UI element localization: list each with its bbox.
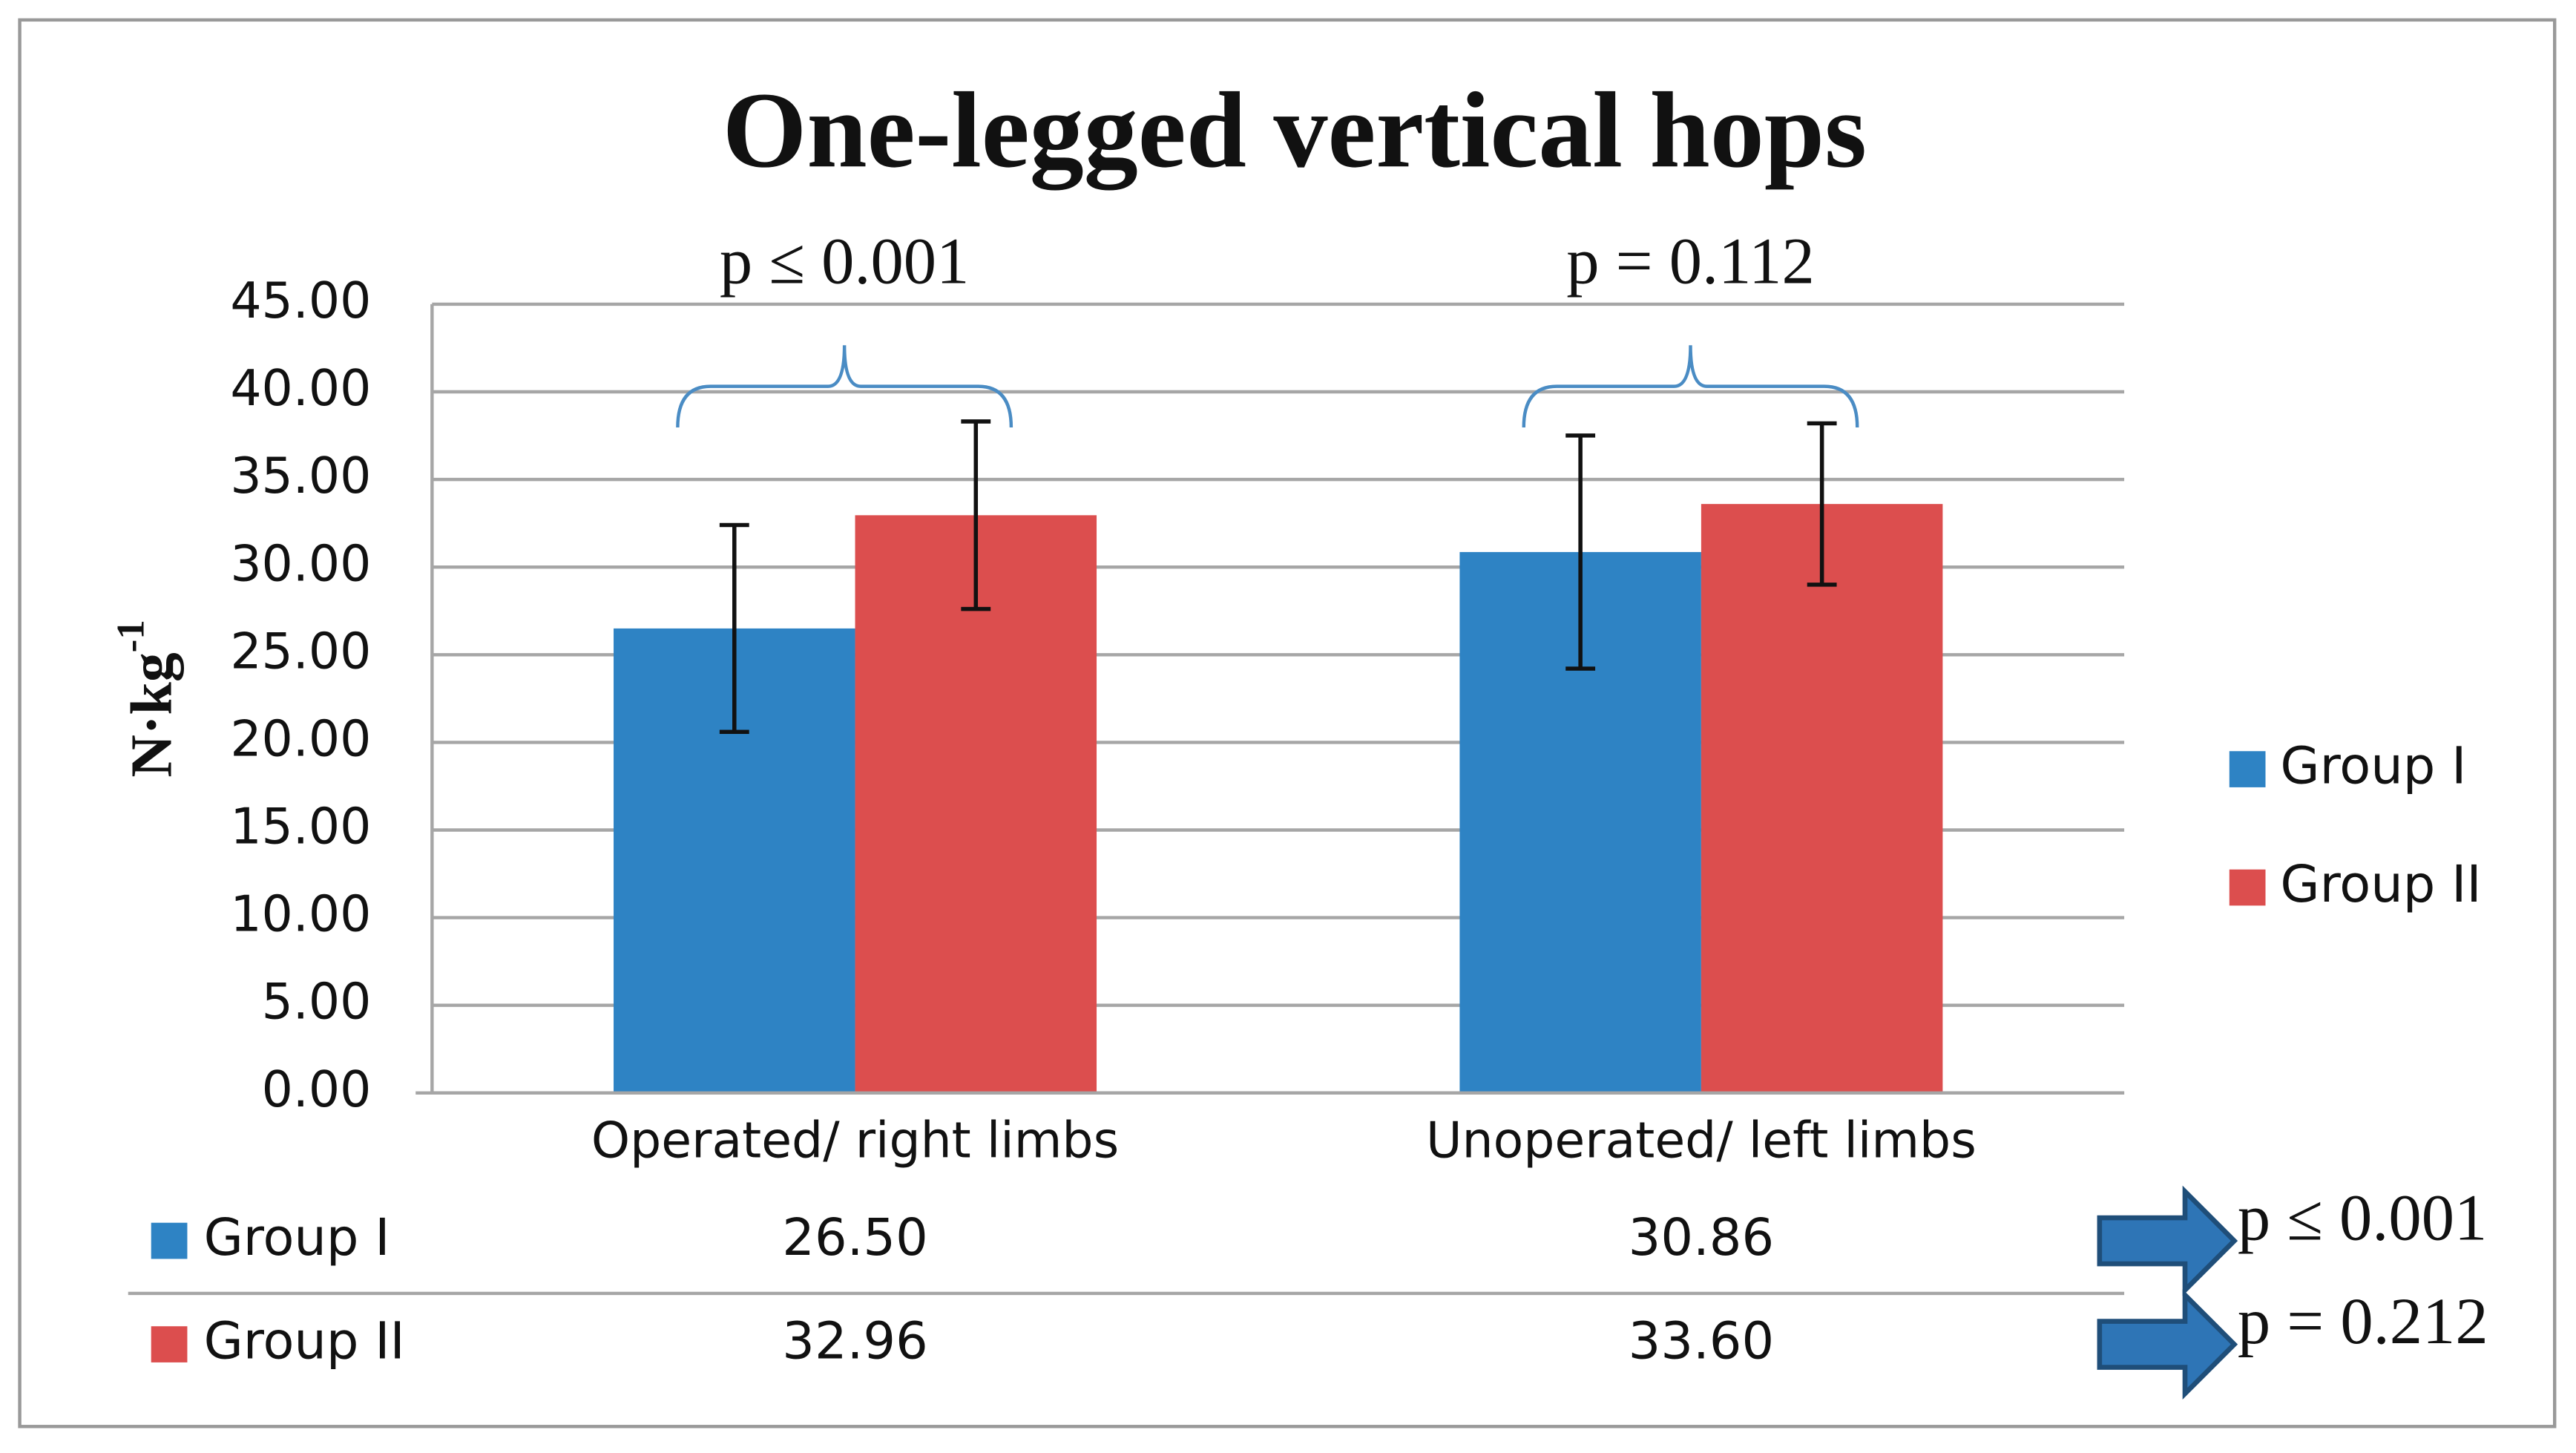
table-row-label: Group II <box>204 1312 405 1371</box>
y-axis-label: N·kg-1 <box>110 620 185 778</box>
y-tick-label: 15.00 <box>230 798 371 856</box>
y-tick-label: 45.00 <box>230 272 371 329</box>
table-value: 33.60 <box>1629 1312 1774 1371</box>
x-tick-label: Unoperated/ left limbs <box>1426 1111 1977 1169</box>
y-tick-label: 5.00 <box>262 973 372 1031</box>
brace <box>1522 345 1859 428</box>
y-tick-label: 10.00 <box>230 885 371 943</box>
y-axis-label-text: N·kg <box>119 652 185 777</box>
y-tick-label: 25.00 <box>230 622 371 680</box>
frame <box>18 18 2557 1429</box>
x-tick-label: Operated/ right limbs <box>591 1111 1119 1169</box>
legend-swatch <box>2229 751 2266 787</box>
arrow <box>2097 1289 2238 1400</box>
table-value: 32.96 <box>782 1312 927 1371</box>
brace <box>676 345 1013 428</box>
table-value: 26.50 <box>782 1208 927 1267</box>
chart-title: One-legged vertical hops <box>723 70 1867 190</box>
legend-label: Group II <box>2280 855 2481 914</box>
bar <box>1701 504 1943 1093</box>
p-annotation: p = 0.112 <box>1566 226 1815 298</box>
table-value: 30.86 <box>1629 1208 1774 1267</box>
legend-label: Group I <box>2280 737 2466 796</box>
table-swatch <box>151 1222 188 1259</box>
p-annotation: p ≤ 0.001 <box>720 226 969 298</box>
y-tick-label: 35.00 <box>230 447 371 505</box>
p-annotation: p = 0.212 <box>2238 1285 2488 1358</box>
y-axis-label-sup: -1 <box>110 620 153 652</box>
table-swatch <box>151 1326 188 1362</box>
y-tick-label: 20.00 <box>230 709 371 767</box>
bar <box>855 515 1097 1093</box>
y-tick-label: 40.00 <box>230 359 371 417</box>
arrow <box>2097 1185 2238 1296</box>
y-tick-label: 30.00 <box>230 534 371 592</box>
table-row-label: Group I <box>204 1208 390 1267</box>
y-tick-label: 0.00 <box>262 1060 372 1118</box>
p-annotation: p ≤ 0.001 <box>2238 1181 2487 1254</box>
legend-swatch <box>2229 869 2266 906</box>
